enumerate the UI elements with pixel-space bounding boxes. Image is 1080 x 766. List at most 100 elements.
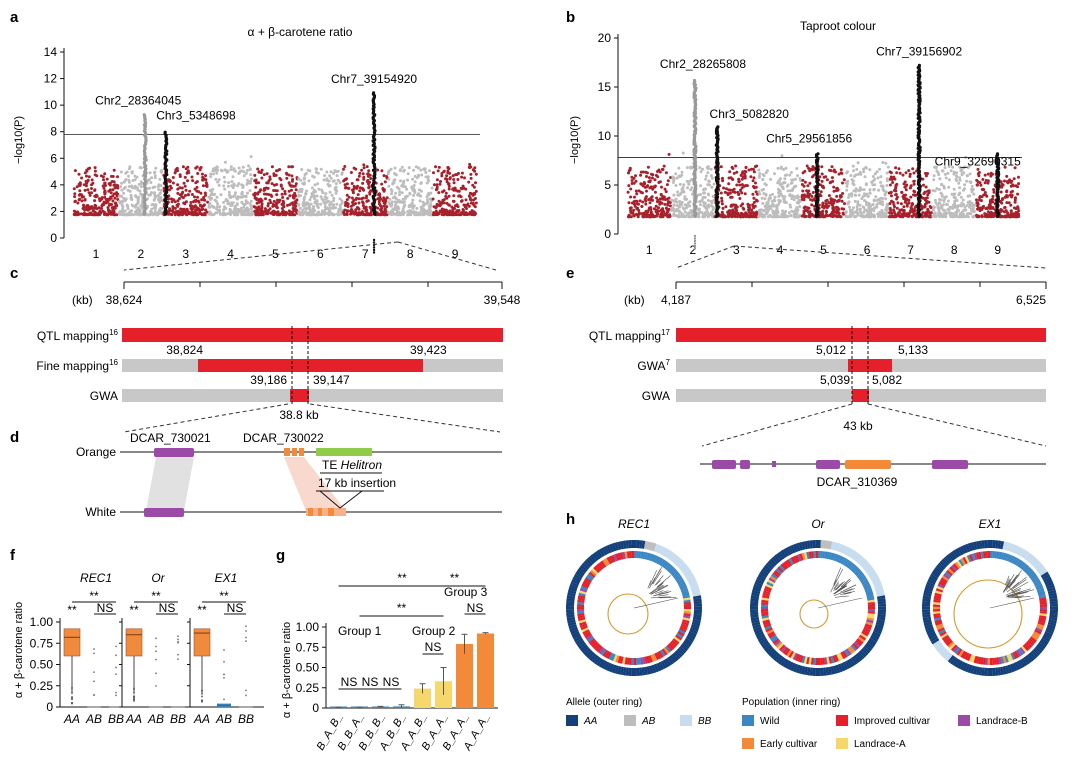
snp-point bbox=[77, 172, 81, 176]
snp-point bbox=[744, 184, 748, 187]
snp-point bbox=[688, 179, 692, 183]
snp-point bbox=[201, 184, 205, 188]
snp-point bbox=[776, 209, 780, 213]
snp-point bbox=[627, 184, 631, 188]
snp-point bbox=[247, 180, 251, 184]
snp-point bbox=[250, 177, 254, 181]
snp-point bbox=[761, 173, 765, 177]
snp-point bbox=[741, 215, 745, 219]
peak-point bbox=[372, 241, 376, 244]
snp-point bbox=[157, 198, 160, 202]
y-tick-label: 15 bbox=[598, 80, 612, 94]
snp-point bbox=[127, 185, 131, 188]
snp-point bbox=[198, 211, 202, 215]
snp-point bbox=[863, 175, 867, 179]
snp-point bbox=[291, 212, 295, 216]
snp-point bbox=[627, 201, 631, 205]
snp-point bbox=[137, 213, 141, 217]
snp-point bbox=[209, 175, 213, 179]
snp-point bbox=[196, 206, 199, 210]
snp-point bbox=[399, 179, 402, 183]
snp-point bbox=[1017, 175, 1020, 179]
snp-point bbox=[302, 212, 306, 216]
snp-point bbox=[747, 207, 751, 211]
snp-point bbox=[766, 206, 770, 210]
snp-point bbox=[304, 210, 307, 214]
snp-point bbox=[881, 161, 885, 164]
snp-point bbox=[785, 184, 789, 188]
snp-point bbox=[941, 169, 945, 173]
snp-point bbox=[864, 194, 868, 197]
snp-point bbox=[870, 180, 874, 184]
snp-point bbox=[845, 184, 849, 188]
snp-point bbox=[719, 165, 723, 169]
y-tick-label: 0 bbox=[50, 231, 57, 245]
snp-point bbox=[890, 214, 894, 218]
snp-point bbox=[690, 186, 694, 190]
snp-point bbox=[676, 208, 680, 212]
snp-point bbox=[769, 206, 773, 210]
snp-point bbox=[226, 184, 230, 188]
snp-point bbox=[385, 205, 389, 209]
snp-point bbox=[451, 210, 455, 214]
snp-point bbox=[757, 213, 761, 217]
snp-point bbox=[991, 200, 995, 204]
snp-point bbox=[297, 210, 301, 213]
snp-point bbox=[184, 200, 188, 204]
snp-point bbox=[944, 195, 948, 199]
snp-point bbox=[855, 205, 859, 209]
snp-point bbox=[287, 209, 291, 213]
snp-point bbox=[460, 175, 464, 179]
snp-point bbox=[627, 171, 630, 175]
snp-point bbox=[675, 176, 679, 180]
snp-point bbox=[417, 211, 421, 215]
snp-point bbox=[885, 171, 889, 175]
snp-point bbox=[223, 187, 227, 191]
snp-point bbox=[310, 186, 314, 190]
snp-point bbox=[369, 207, 373, 211]
snp-point bbox=[360, 168, 364, 172]
snp-point bbox=[970, 188, 974, 191]
snp-point bbox=[912, 182, 916, 186]
snp-point bbox=[444, 191, 448, 195]
snp-point bbox=[368, 212, 372, 216]
snp-point bbox=[679, 192, 683, 196]
snp-point bbox=[401, 207, 405, 211]
snp-point bbox=[396, 205, 400, 209]
snp-point bbox=[332, 171, 335, 175]
snp-point bbox=[709, 167, 713, 171]
snp-point bbox=[349, 171, 353, 174]
snp-point bbox=[272, 174, 276, 178]
peak-point bbox=[693, 234, 697, 238]
snp-point bbox=[390, 200, 394, 204]
snp-point bbox=[885, 202, 889, 206]
snp-point bbox=[998, 215, 1002, 219]
snp-point bbox=[908, 174, 912, 178]
snp-point bbox=[886, 165, 890, 169]
snp-point bbox=[801, 189, 805, 193]
snp-point bbox=[316, 182, 320, 186]
snp-point bbox=[362, 166, 366, 170]
snp-point bbox=[932, 174, 936, 178]
snp-point bbox=[176, 183, 180, 187]
snp-point bbox=[748, 214, 752, 218]
snp-point bbox=[680, 190, 684, 194]
snp-point bbox=[227, 190, 231, 194]
snp-point bbox=[445, 174, 449, 178]
snp-point bbox=[668, 201, 672, 204]
snp-point bbox=[298, 213, 302, 217]
snp-point bbox=[752, 176, 756, 180]
snp-point bbox=[633, 204, 637, 208]
snp-point bbox=[710, 213, 714, 217]
chromosome-label: 8 bbox=[407, 247, 414, 261]
snp-point bbox=[215, 207, 219, 211]
snp-point bbox=[937, 212, 941, 216]
snp-point bbox=[104, 184, 107, 187]
snp-point bbox=[751, 179, 755, 183]
snp-point bbox=[862, 170, 866, 174]
snp-point bbox=[627, 215, 631, 219]
snp-point bbox=[295, 198, 299, 202]
snp-point bbox=[276, 210, 280, 214]
snp-point bbox=[229, 165, 233, 169]
snp-point bbox=[1003, 165, 1007, 169]
